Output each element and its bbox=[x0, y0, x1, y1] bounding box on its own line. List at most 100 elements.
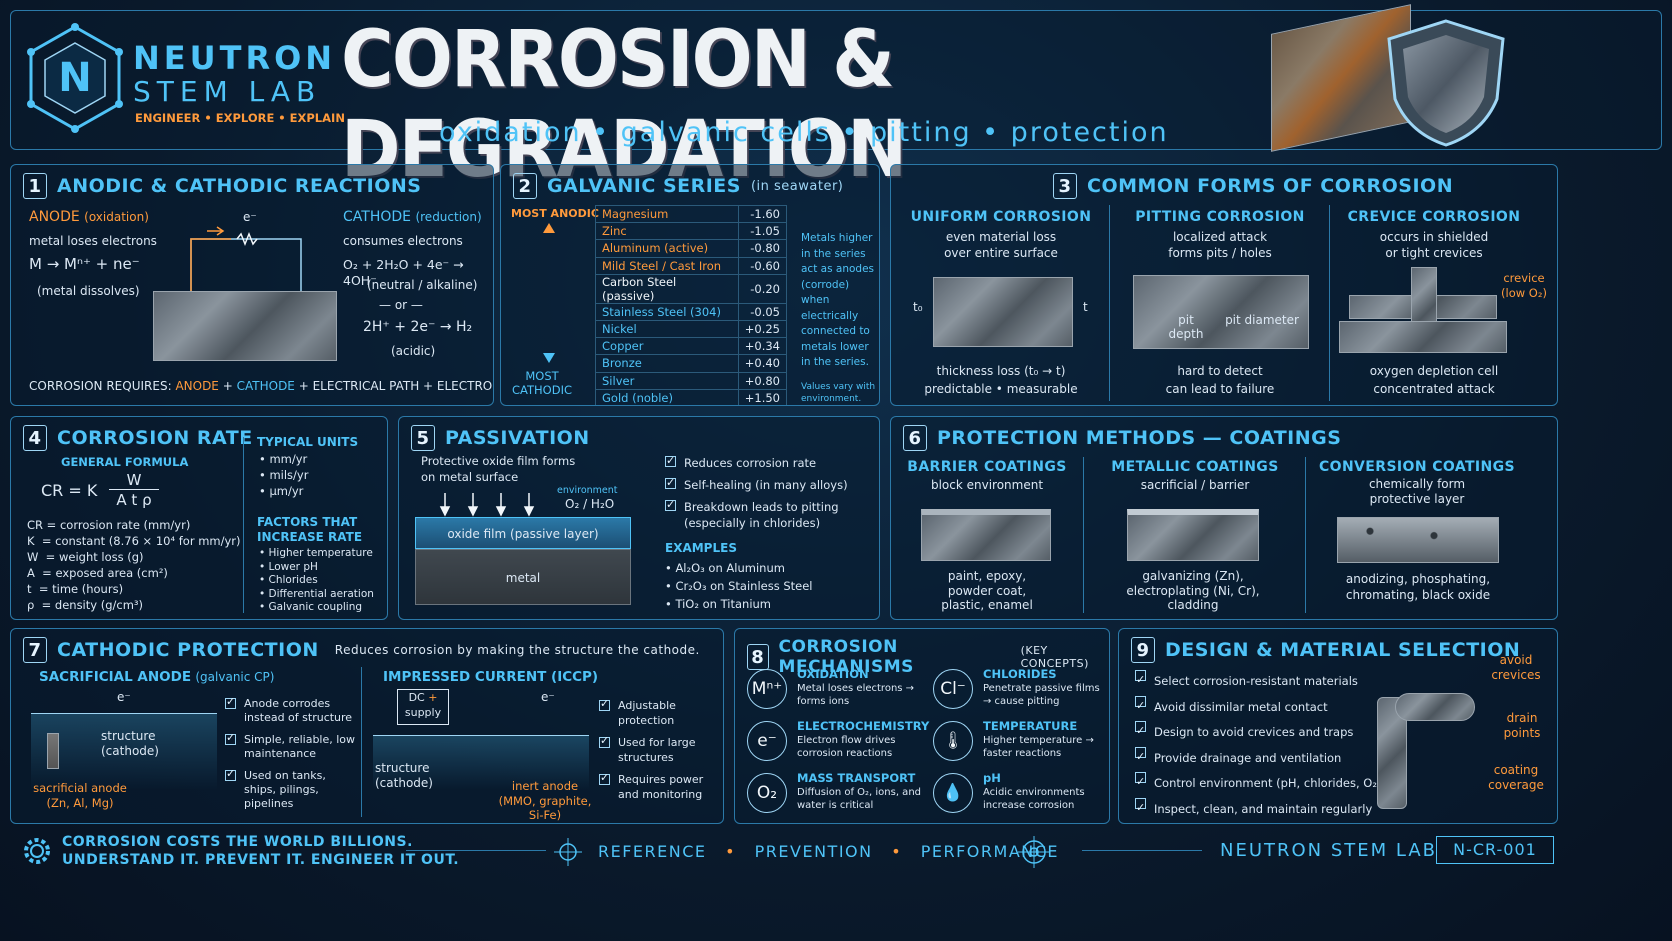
passivation-desc: Protective oxide film forms on metal sur… bbox=[421, 454, 576, 484]
req-anode: ANODE bbox=[175, 379, 219, 393]
galvanic-metal: Nickel bbox=[595, 320, 739, 339]
checkbox-icon bbox=[1135, 744, 1146, 769]
panel-forms-of-corrosion: 3 COMMON FORMS OF CORROSION UNIFORM CORRO… bbox=[890, 164, 1558, 406]
galvanic-row: Bronze +0.40 bbox=[595, 354, 787, 373]
factor-item: • Lower pH bbox=[259, 560, 318, 573]
cathode-sub: (reduction) bbox=[415, 210, 482, 224]
galvanic-row: Mild Steel / Cast Iron -0.60 bbox=[595, 257, 787, 275]
sac-anode-label: sacrificial anode (Zn, Al, Mg) bbox=[33, 781, 127, 810]
metallic-coating-image bbox=[1127, 509, 1259, 561]
design-check: Control environment (pH, chlorides, O₂) bbox=[1135, 769, 1382, 797]
galvanic-row: Aluminum (active) -0.80 bbox=[595, 239, 787, 258]
galvanic-metal: Carbon Steel (passive) bbox=[595, 274, 739, 304]
units-list: • mm/yr • mils/yr • μm/yr bbox=[259, 451, 308, 499]
mechanism-desc: Electron flow drives corrosion reactions bbox=[797, 735, 896, 759]
galvanic-row: Stainless Steel (304) -0.05 bbox=[595, 303, 787, 321]
unit-item: • mils/yr bbox=[259, 468, 309, 482]
mechanism-title: ELECTROCHEMISTRY bbox=[797, 719, 930, 733]
checkbox-icon bbox=[599, 771, 610, 786]
pitting-title: PITTING CORROSION bbox=[1135, 209, 1305, 225]
icc-structure-label: structure (cathode) bbox=[375, 761, 433, 790]
callout-drain-points: drain points bbox=[1503, 711, 1541, 740]
page-subtitle: oxidation • galvanic cells • pitting • p… bbox=[439, 117, 1169, 148]
inert-anode-label: inert anode (MMO, graphite, Si-Fe) bbox=[498, 779, 592, 822]
req-rest: + ELECTRICAL PATH + ELECTROLYTE bbox=[298, 379, 493, 393]
panel-anodic-cathodic: 1 ANODIC & CATHODIC REACTIONS ANODE (oxid… bbox=[10, 164, 494, 406]
mechanism-icon: 🌡 bbox=[933, 721, 973, 761]
t0-label: t₀ bbox=[913, 300, 923, 314]
conversion-title: CONVERSION COATINGS bbox=[1318, 459, 1516, 475]
galvanic-value: +1.50 bbox=[738, 389, 787, 405]
mechanism-desc: Acidic environments increase corrosion bbox=[983, 787, 1085, 811]
logo-letter: N bbox=[58, 55, 92, 101]
barrier-coating-image bbox=[921, 509, 1051, 561]
mechanism-icon: O₂ bbox=[747, 773, 787, 813]
checkbox-icon bbox=[1135, 693, 1146, 718]
sac-title: SACRIFICIAL ANODE bbox=[39, 669, 192, 685]
uniform-foot2: predictable • measurable bbox=[924, 382, 1078, 396]
cathode-desc: consumes electrons bbox=[343, 234, 463, 248]
req-cathode: CATHODE bbox=[236, 379, 295, 393]
anode-label: ANODE bbox=[29, 209, 80, 225]
footer-dot: • bbox=[891, 842, 903, 861]
design-check-label: Control environment (pH, chlorides, O₂) bbox=[1154, 776, 1382, 790]
factor-item: • Chlorides bbox=[259, 574, 318, 586]
down-arrows-icon bbox=[439, 493, 535, 517]
anodic-cathodic-arrow bbox=[543, 223, 555, 363]
examples-title: EXAMPLES bbox=[665, 541, 737, 555]
panel-number: 2 bbox=[513, 173, 537, 199]
mechanism-icon: 💧 bbox=[933, 773, 973, 813]
footer-line2: UNDERSTAND IT. PREVENT IT. ENGINEER IT O… bbox=[62, 852, 460, 868]
passivation-checks: Reduces corrosion rate Self-healing (in m… bbox=[665, 453, 875, 537]
uniform-title: UNIFORM CORROSION bbox=[910, 209, 1092, 225]
general-formula-label: GENERAL FORMULA bbox=[61, 455, 189, 469]
design-check: Select corrosion-resistant materials bbox=[1135, 667, 1381, 695]
crevice-base-image bbox=[1339, 321, 1507, 353]
sac-check: Used on tanks, ships, pilings, pipelines bbox=[225, 767, 357, 811]
example-item: • Al₂O₃ on Aluminum bbox=[665, 561, 785, 575]
sac-checks: Anode corrodes instead of structure Simpl… bbox=[225, 695, 357, 819]
panel-number: 9 bbox=[1131, 637, 1155, 663]
logo-hex-icon bbox=[27, 23, 123, 133]
galvanic-row: Magnesium -1.60 bbox=[595, 205, 787, 224]
design-check-label: Inspect, clean, and maintain regularly bbox=[1154, 801, 1373, 816]
mechanism-title: OXIDATION bbox=[797, 667, 869, 681]
supply-label: supply bbox=[404, 706, 442, 719]
galvanic-note2: Values vary with environment. bbox=[801, 382, 876, 404]
sac-check-label: Simple, reliable, low maintenance bbox=[244, 733, 356, 760]
cathode-note2: (acidic) bbox=[391, 344, 436, 358]
most-anodic-label: MOST ANODIC bbox=[511, 207, 599, 220]
formula-denominator: A t ρ bbox=[116, 491, 152, 509]
cathode-note1: (neutral / alkaline) bbox=[367, 278, 478, 292]
galvanic-value: -0.20 bbox=[738, 274, 787, 304]
icc-check-label: Requires power and monitoring bbox=[618, 773, 704, 801]
icc-check: Adjustable protection bbox=[599, 697, 723, 728]
icc-check: Requires power and monitoring bbox=[599, 771, 723, 802]
panel-title: COMMON FORMS OF CORROSION bbox=[1087, 175, 1454, 197]
panel-number: 6 bbox=[903, 425, 927, 451]
galvanic-value: -1.60 bbox=[738, 205, 787, 224]
panel-title: DESIGN & MATERIAL SELECTION bbox=[1165, 639, 1521, 661]
uniform-desc1: even material loss bbox=[945, 230, 1057, 244]
icc-electron-label: e⁻ bbox=[541, 690, 555, 704]
factor-item: • Galvanic coupling bbox=[259, 601, 363, 613]
formula-definition: K = constant (8.76 × 10⁴ for mm/yr) bbox=[27, 534, 241, 548]
factor-item: • Differential aeration bbox=[259, 587, 374, 600]
factors-title: FACTORS THAT INCREASE RATE bbox=[257, 515, 363, 544]
barrier-desc: block environment bbox=[930, 478, 1044, 492]
brand-line2: STEM LAB bbox=[133, 75, 322, 108]
uniform-desc2: over entire surface bbox=[944, 246, 1058, 260]
galvanic-note: Metals higher in the series act as anode… bbox=[801, 232, 875, 368]
formula-definition: A = exposed area (cm²) bbox=[27, 566, 168, 580]
galvanic-value: -0.60 bbox=[738, 257, 787, 275]
mechanism-desc: Higher temperature → faster reactions bbox=[983, 735, 1094, 759]
factor-item: • Higher temperature bbox=[259, 547, 373, 559]
dc-label: DC bbox=[408, 691, 425, 704]
galvanic-metal: Mild Steel / Cast Iron bbox=[595, 257, 739, 275]
cathode-eq1: O₂ + 2H₂O + 4e⁻ → 4OH⁻ bbox=[343, 257, 464, 288]
footer-dot: • bbox=[725, 842, 737, 861]
formula-lhs: CR = K bbox=[41, 481, 98, 500]
metallic-foot: galvanizing (Zn), electroplating (Ni, Cr… bbox=[1126, 569, 1260, 612]
galvanic-metal: Silver bbox=[595, 372, 739, 390]
passivation-check: Self-healing (in many alloys) bbox=[665, 475, 875, 493]
